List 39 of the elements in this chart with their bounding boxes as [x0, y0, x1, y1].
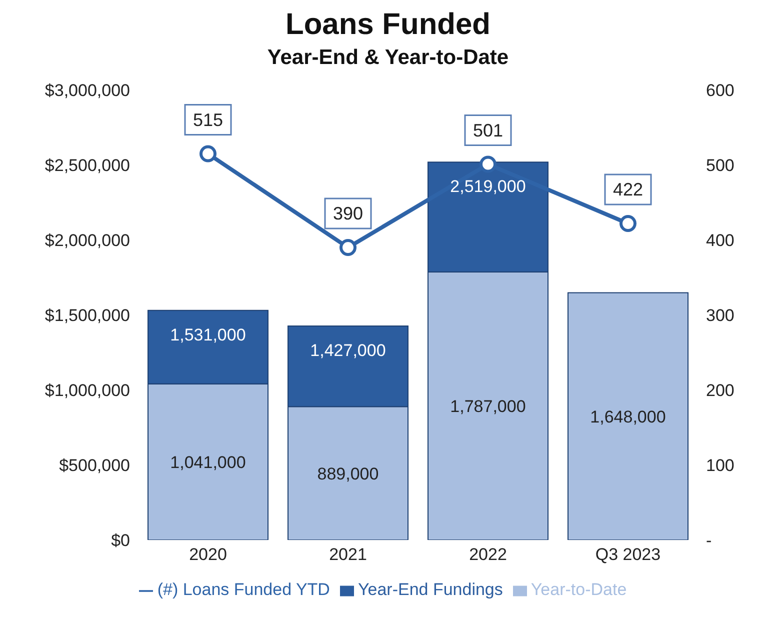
data-label: 1,648,000 — [590, 407, 666, 426]
point — [480, 156, 496, 173]
y-tick-label: $2,000,000 — [44, 231, 130, 250]
y2-tick-label: 600 — [706, 81, 734, 100]
data-label: 889,000 — [317, 464, 379, 484]
point — [340, 239, 356, 256]
y2-tick-label: 300 — [706, 306, 734, 326]
y-tick-label: $0 — [111, 531, 130, 550]
total-label: 1,531,000 — [170, 325, 246, 344]
y-tick-label: $1,500,000 — [44, 306, 130, 326]
data-label: 390 — [332, 204, 364, 224]
total-label: 1,427,000 — [310, 341, 386, 360]
y-tick-label: $1,000,000 — [44, 381, 130, 400]
legend-label: Year-End Fundings — [358, 580, 503, 599]
x-tick-label: 2020 — [189, 545, 227, 564]
data-label: 1,787,000 — [450, 397, 526, 416]
legend-label: (#) Loans Funded YTD — [157, 580, 330, 599]
y2-tick-label: 100 — [706, 456, 734, 476]
x-tick-label: 2022 — [469, 545, 507, 564]
data-label: 1,041,000 — [170, 452, 246, 472]
bar — [568, 292, 688, 540]
y-tick-label: $3,000,000 — [44, 81, 130, 100]
y2-tick-label: 500 — [706, 156, 734, 176]
y2-tick-label: 200 — [706, 381, 734, 400]
y-tick-label: $2,500,000 — [44, 156, 130, 176]
data-label: 422 — [612, 180, 644, 200]
point — [200, 145, 216, 162]
data-label: 515 — [192, 110, 224, 130]
point — [620, 215, 636, 232]
legend-label: Year-to-Date — [530, 580, 627, 599]
chart-title: Loans Funded — [284, 8, 492, 42]
x-tick-label: Q3 2023 — [595, 545, 661, 564]
total-label: 2,519,000 — [450, 177, 526, 196]
y2-tick-label: 400 — [706, 231, 734, 250]
chart-subtitle: Year-End & Year-to-Date — [266, 46, 510, 70]
data-label: 501 — [472, 120, 504, 140]
y2-tick-label: - — [706, 531, 712, 550]
x-tick-label: 2021 — [329, 545, 367, 564]
y-tick-label: $500,000 — [59, 456, 130, 476]
